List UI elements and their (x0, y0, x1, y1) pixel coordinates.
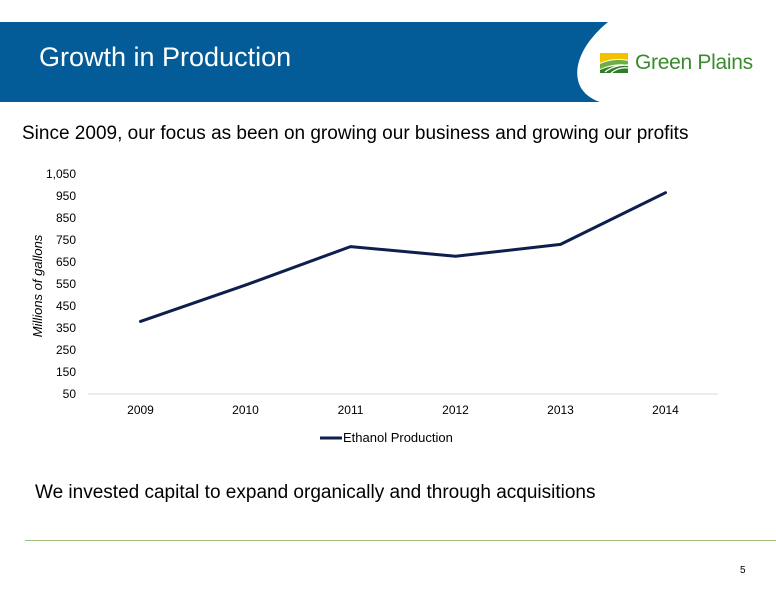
footer-statement: We invested capital to expand organicall… (35, 482, 596, 503)
y-tick-label: 650 (56, 255, 76, 269)
banner-shape (0, 22, 608, 102)
y-axis-label: Millions of gallons (30, 234, 45, 337)
slide-subtitle: Since 2009, our focus as been on growing… (22, 123, 689, 144)
y-tick-label: 150 (56, 365, 76, 379)
y-tick-label: 550 (56, 277, 76, 291)
green-plains-logo-icon (599, 51, 629, 75)
y-tick-label: 350 (56, 321, 76, 335)
page-title: Growth in Production (39, 42, 292, 72)
title-banner (0, 22, 776, 102)
y-tick-label: 750 (56, 233, 76, 247)
green-plains-logo: Green Plains (599, 48, 753, 78)
x-tick-label: 2010 (232, 403, 259, 417)
y-tick-label: 50 (63, 387, 77, 401)
x-tick-label: 2012 (442, 403, 469, 417)
x-tick-label: 2011 (338, 403, 364, 417)
series-line-ethanol-production (139, 191, 667, 323)
chart-legend: Ethanol Production (320, 430, 453, 445)
page-number: 5 (740, 565, 746, 576)
x-axis-ticks: 2009 2010 2011 2012 2013 2014 (127, 403, 679, 417)
x-tick-label: 2014 (652, 403, 679, 417)
y-tick-label: 850 (56, 211, 76, 225)
banner-fill (0, 22, 608, 102)
y-axis-ticks: 50 150 250 350 450 550 650 750 850 950 1,050 (46, 167, 76, 401)
series-group (139, 191, 667, 323)
footer-divider (25, 540, 776, 541)
x-tick-label: 2009 (127, 403, 154, 417)
production-line-chart: Millions of gallons 50 150 250 350 450 550 650… (30, 167, 718, 445)
logo-text: Green Plains (635, 51, 753, 74)
x-tick-label: 2013 (547, 403, 574, 417)
y-tick-label: 450 (56, 299, 76, 313)
legend-label: Ethanol Production (343, 430, 453, 445)
y-tick-label: 250 (56, 343, 76, 357)
y-tick-label: 950 (56, 189, 76, 203)
y-tick-label: 1,050 (46, 167, 76, 181)
